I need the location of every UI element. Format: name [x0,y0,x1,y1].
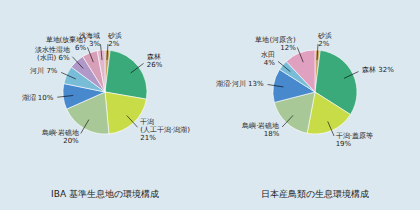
svg-text:水田4%: 水田4% [261,51,275,67]
svg-text:干潟·蓋原等19%: 干潟·蓋原等19% [336,132,373,148]
svg-text:河川 7%: 河川 7% [30,67,58,75]
svg-text:森林26%: 森林26% [147,53,163,69]
svg-text:浅海域3%: 浅海域3% [79,32,100,48]
svg-text:湖沼·河川 13%: 湖沼·河川 13% [216,80,264,88]
svg-text:砂浜2%: 砂浜2% [107,32,122,48]
svg-text:干潟(人工干潟·潟湖)21%: 干潟(人工干潟·潟湖)21% [140,118,190,142]
svg-text:森林 32%: 森林 32% [362,66,394,74]
svg-text:砂浜2%: 砂浜2% [317,32,332,48]
svg-text:島嶼·岩礁地20%: 島嶼·岩礁地20% [42,129,80,145]
svg-text:島嶼·岩礁地18%: 島嶼·岩礁地18% [242,122,280,138]
svg-text:淡水性湿地(水田) 6%: 淡水性湿地(水田) 6% [35,46,70,62]
svg-text:湖沼 10%: 湖沼 10% [22,94,54,102]
svg-text:草地(河原含)12%: 草地(河原含)12% [255,36,296,52]
